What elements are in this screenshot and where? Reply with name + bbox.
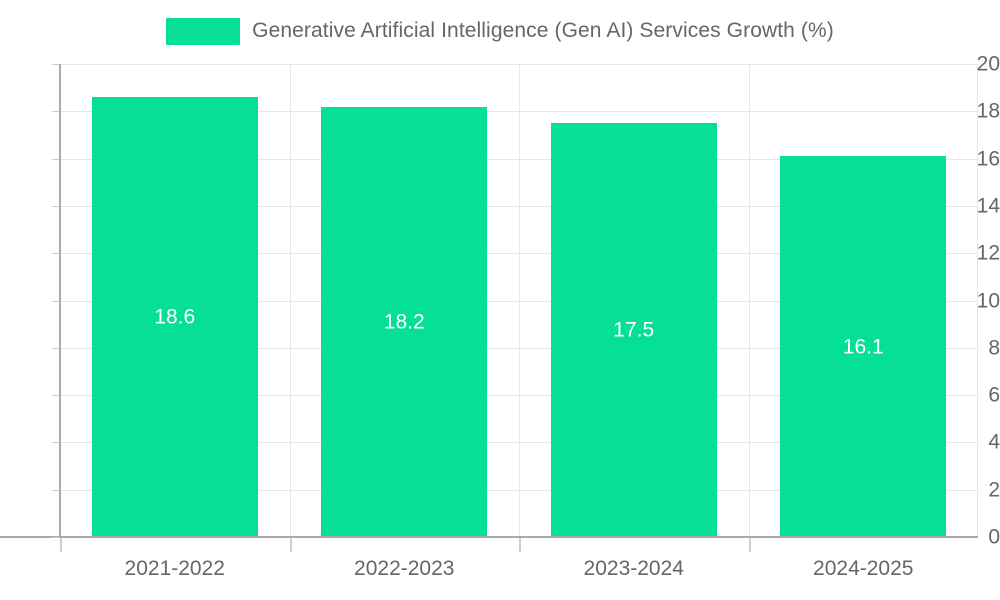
legend-color-swatch [166,17,241,45]
y-axis-tick-mark [52,253,59,255]
y-axis-tick-mark [52,537,59,538]
bar-value-label: 17.5 [613,318,655,342]
bar-value-label: 18.6 [154,305,196,329]
gridline-vertical [749,64,750,537]
legend-label: Generative Artificial Intelligence (Gen … [252,19,834,42]
y-axis-tick-label: 12 [976,241,1000,265]
bar[interactable]: 17.5 [550,123,717,537]
bar-value-label: 18.2 [383,310,425,334]
x-axis-tick-label: 2023-2024 [583,557,684,580]
y-axis-tick-label: 6 [988,383,1000,407]
bar-value-label: 16.1 [842,335,884,359]
y-axis-tick-label: 16 [976,147,1000,171]
y-axis-tick-label: 8 [988,336,1000,360]
y-axis-tick-mark [52,64,59,65]
y-axis-tick-mark [52,300,59,302]
x-axis-tick-mark [749,538,751,552]
gridline-vertical [290,64,291,537]
y-axis-tick-label: 20 [976,52,1000,76]
y-axis-tick-mark [52,442,59,444]
x-axis-tick-mark [519,538,521,552]
gridline-vertical [519,64,520,537]
x-axis-tick-mark [60,538,62,552]
x-axis-tick-label: 2024-2025 [813,557,914,580]
x-axis-line [0,536,978,538]
y-axis-tick-mark [52,111,59,113]
bar[interactable]: 18.2 [321,106,488,537]
plot-area: 18.6 18.2 17.5 16.1 [60,64,978,537]
y-axis-tick-mark [52,205,59,207]
chart-legend: Generative Artificial Intelligence (Gen … [0,0,1000,62]
y-axis-tick-label: 4 [988,430,1000,454]
y-axis-tick-mark [52,158,59,160]
y-axis-tick-label: 10 [976,289,1000,312]
y-axis-line [59,64,61,538]
plot-right-edge [977,64,978,537]
legend-item-gen-ai-services-growth[interactable]: Generative Artificial Intelligence (Gen … [166,17,834,45]
bar[interactable]: 16.1 [780,156,947,537]
y-axis-tick-label: 0 [988,525,1000,549]
y-axis-tick-mark [52,347,59,349]
bar[interactable]: 18.6 [91,97,258,537]
y-axis-tick-label: 18 [976,99,1000,123]
y-axis-tick-label: 2 [988,478,1000,502]
y-axis-tick-mark [52,489,59,491]
x-axis-tick-label: 2022-2023 [354,557,455,580]
x-axis-tick-mark [290,538,292,552]
x-axis-tick-label: 2021-2022 [124,557,225,580]
y-axis-tick-mark [52,395,59,397]
y-axis-tick-label: 14 [976,194,1000,218]
